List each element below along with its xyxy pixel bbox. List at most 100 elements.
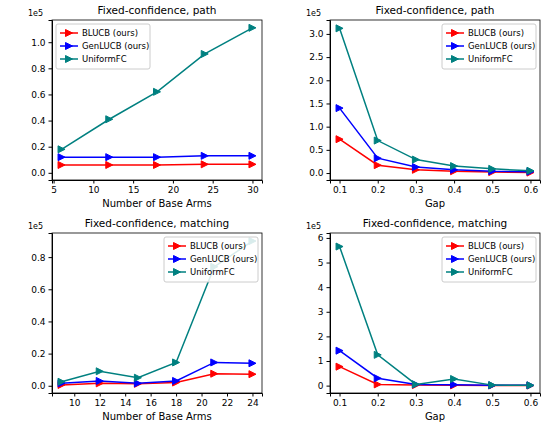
series-marker — [336, 25, 343, 32]
x-tick: 0.1 — [333, 393, 347, 408]
series-marker — [249, 360, 256, 367]
y-tick: 0.8 — [31, 253, 52, 263]
y-tick: 0.0 — [309, 168, 330, 178]
legend-marker — [174, 269, 181, 276]
y-tick-mark — [327, 263, 331, 264]
y-tick-label: 0.4 — [31, 116, 46, 126]
series-line — [340, 351, 531, 386]
legend: BLUCB (ours)GenLUCB (ours)UniformFC — [442, 237, 536, 282]
x-tick-mark — [340, 393, 341, 397]
x-tick: 18 — [171, 393, 183, 408]
legend: BLUCB (ours)GenLUCB (ours)UniformFC — [164, 237, 258, 282]
y-tick: 3 — [318, 307, 330, 317]
x-tick: 14 — [120, 393, 132, 408]
x-tick-mark — [416, 393, 417, 397]
x-tick: 25 — [207, 180, 218, 195]
y-tick-mark — [327, 238, 331, 239]
x-tick-label: 25 — [207, 185, 218, 195]
series-marker — [412, 381, 419, 388]
y-tick: 0 — [318, 381, 330, 391]
legend-label: GenLUCB (ours) — [468, 41, 535, 51]
series-marker — [527, 382, 534, 389]
y-tick: 1 — [318, 356, 330, 366]
x-tick-label: 18 — [171, 398, 183, 408]
y-tick-mark — [327, 103, 331, 104]
x-tick-label: 0.4 — [447, 398, 462, 408]
series-line — [62, 28, 253, 149]
series-marker — [374, 381, 381, 388]
x-tick: 20 — [196, 393, 208, 408]
subplot: 0.10.20.30.40.50.60123456Fixed-confidenc… — [306, 217, 541, 422]
series-marker — [412, 382, 419, 389]
y-tick-label: 4 — [318, 283, 324, 293]
x-tick: 0.1 — [333, 180, 347, 195]
x-tick-label: 15 — [128, 185, 139, 195]
y-tick: 0.0 — [31, 168, 52, 178]
y-tick-label: 0.6 — [31, 285, 46, 295]
y-tick: 0.6 — [31, 90, 52, 100]
x-tick: 0.5 — [486, 180, 500, 195]
y-tick-label: 0.5 — [309, 145, 323, 155]
series-line — [62, 374, 253, 385]
y-tick-mark — [327, 287, 331, 288]
y-tick-label: 1.5 — [309, 99, 323, 109]
x-tick-label: 12 — [95, 398, 106, 408]
y-tick-label: 1 — [318, 356, 324, 366]
series-marker — [249, 371, 256, 378]
series-marker — [154, 161, 161, 168]
y-tick-mark — [327, 34, 331, 35]
x-tick-mark — [252, 393, 253, 397]
x-tick-mark — [100, 393, 101, 397]
x-tick: 0.2 — [371, 180, 385, 195]
chart-title: Fixed-confidence, path — [375, 4, 494, 16]
y-tick-mark — [49, 147, 53, 148]
y-tick-mark — [327, 127, 331, 128]
y-axis: 0.00.51.01.52.02.53.0 — [309, 21, 330, 181]
x-tick-mark — [202, 393, 203, 397]
x-axis-title: Gap — [425, 198, 445, 209]
x-axis-line — [53, 394, 263, 397]
x-axis: 51015202530 — [51, 180, 262, 195]
series-marker — [134, 380, 141, 387]
y-axis: 0123456 — [318, 233, 331, 393]
y-tick-mark — [327, 150, 331, 151]
y-tick: 3.0 — [309, 29, 330, 39]
y-tick: 4 — [318, 283, 330, 293]
plot-frame — [330, 20, 540, 180]
y-tick-label: 0.8 — [31, 253, 46, 263]
x-tick: 10 — [69, 393, 81, 408]
series-marker — [489, 382, 496, 389]
x-tick: 10 — [88, 180, 100, 195]
x-axis: 0.10.20.30.40.50.6 — [331, 393, 541, 408]
x-tick-label: 0.5 — [486, 398, 500, 408]
series-marker — [451, 382, 458, 389]
y-tick-label: 0.2 — [31, 142, 45, 152]
x-tick-label: 10 — [88, 185, 100, 195]
series-marker — [173, 377, 180, 384]
x-tick-mark — [530, 180, 531, 184]
legend-label: GenLUCB (ours) — [468, 254, 535, 264]
y-tick-mark — [49, 94, 53, 95]
series-marker — [249, 24, 256, 31]
y-tick: 0.4 — [31, 116, 52, 126]
y-tick-mark — [327, 361, 331, 362]
series-marker — [106, 116, 113, 123]
x-tick-mark — [340, 180, 341, 184]
x-tick-label: 16 — [145, 398, 157, 408]
y-tick-mark — [49, 121, 53, 122]
x-tick-mark — [378, 180, 379, 184]
series-marker — [211, 359, 218, 366]
x-tick: 0.3 — [409, 180, 423, 195]
series-marker — [249, 161, 256, 168]
y-tick-mark — [49, 173, 53, 174]
y-tick: 2.5 — [309, 52, 330, 62]
y-axis: 0.00.20.40.60.8 — [31, 234, 52, 394]
y-tick-label: 5 — [318, 258, 324, 268]
x-tick-mark — [213, 180, 214, 184]
series-marker — [336, 243, 343, 250]
series-marker — [336, 363, 343, 370]
series-marker — [527, 168, 534, 175]
series-marker — [412, 156, 419, 163]
x-tick: 12 — [95, 393, 106, 408]
y-tick-mark — [327, 312, 331, 313]
